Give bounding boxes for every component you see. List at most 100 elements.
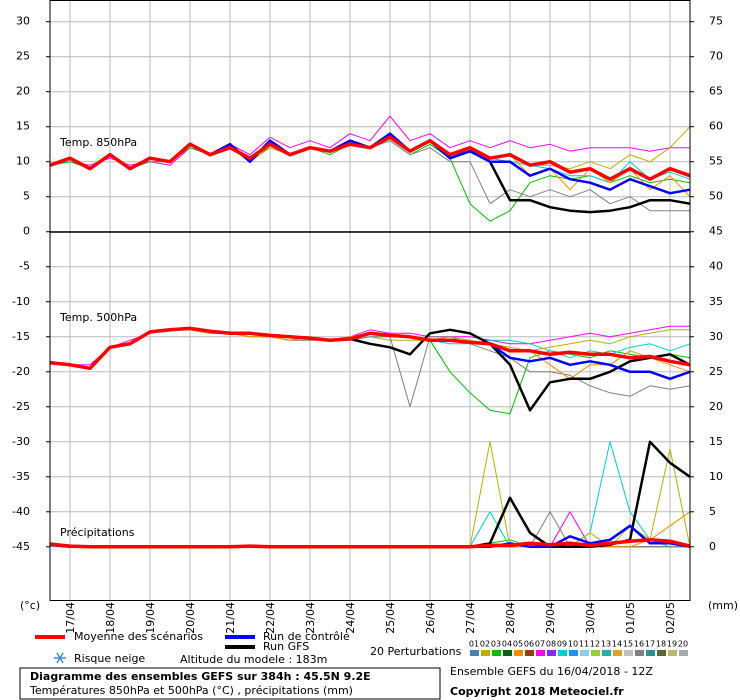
x-tick-label: 28/04 xyxy=(504,602,517,634)
member-label: 17 xyxy=(645,640,655,649)
y-tick-label: 20 xyxy=(16,85,30,98)
member-swatch xyxy=(481,650,490,656)
grid xyxy=(50,0,690,600)
y2-tick-label: 50 xyxy=(709,190,723,203)
y2-tick-label: 75 xyxy=(709,15,723,28)
y2-tick-label: 15 xyxy=(709,435,723,448)
y2-tick-label: 65 xyxy=(709,85,723,98)
panel-label: Précipitations xyxy=(60,526,135,539)
member-swatch xyxy=(558,650,567,656)
y2-tick-label: 60 xyxy=(709,120,723,133)
member-label: 06 xyxy=(524,640,534,649)
legend-label: Moyenne des scénarios xyxy=(74,630,203,643)
member-swatch xyxy=(503,650,512,656)
member-label: 08 xyxy=(546,640,556,649)
member-swatch xyxy=(514,650,523,656)
y-tick-label: 0 xyxy=(23,225,30,238)
member-swatch xyxy=(580,650,589,656)
member-swatch xyxy=(657,650,666,656)
y2-tick-label: 55 xyxy=(709,155,723,168)
x-tick-label: 02/05 xyxy=(664,602,677,634)
y2-tick-label: 70 xyxy=(709,50,723,63)
member-label: 14 xyxy=(612,640,622,649)
y2-tick-label: 40 xyxy=(709,260,723,273)
member-label: 09 xyxy=(557,640,567,649)
y-tick-label: 30 xyxy=(16,15,30,28)
x-tick-label: 21/04 xyxy=(224,602,237,634)
y-tick-label: -10 xyxy=(12,295,30,308)
y2-tick-label: 5 xyxy=(709,505,716,518)
y2-tick-label: 10 xyxy=(709,470,723,483)
y-tick-label: 15 xyxy=(16,120,30,133)
x-tick-label: 27/04 xyxy=(464,602,477,634)
y-tick-label: 5 xyxy=(23,190,30,203)
plot-frame xyxy=(49,0,691,601)
member-swatch xyxy=(635,650,644,656)
member-swatch xyxy=(525,650,534,656)
y-tick-label: -35 xyxy=(12,470,30,483)
y-tick-label: -45 xyxy=(12,540,30,553)
series-line xyxy=(49,140,690,212)
member-label: 01 xyxy=(469,640,479,649)
y-tick-label: 10 xyxy=(16,155,30,168)
x-tick-label: 18/04 xyxy=(104,602,117,634)
x-tick-label: 30/04 xyxy=(584,602,597,634)
member-label: 12 xyxy=(590,640,600,649)
member-swatch xyxy=(679,650,688,656)
y-tick-label: -25 xyxy=(12,400,30,413)
y2-tick-label: 30 xyxy=(709,330,723,343)
member-label: 07 xyxy=(535,640,545,649)
plot xyxy=(49,115,691,549)
member-swatch xyxy=(602,650,611,656)
y-tick-label: -15 xyxy=(12,330,30,343)
member-swatch xyxy=(470,650,479,656)
panel-label: Temp. 850hPa xyxy=(59,136,137,149)
y-tick-label: 25 xyxy=(16,50,30,63)
y-tick-label: -5 xyxy=(19,260,30,273)
run-label: Ensemble GEFS du 16/04/2018 - 12Z xyxy=(450,665,653,678)
y2-tick-label: 20 xyxy=(709,400,723,413)
member-label: 10 xyxy=(568,640,578,649)
member-label: 20 xyxy=(678,640,688,649)
series-line xyxy=(49,538,691,549)
x-tick-label: 22/04 xyxy=(264,602,277,634)
y2-tick-label: 35 xyxy=(709,295,723,308)
y-axis-unit: (°c) xyxy=(20,599,40,612)
member-swatch xyxy=(646,650,655,656)
series-line xyxy=(49,115,690,166)
member-label: 18 xyxy=(656,640,666,649)
member-swatch xyxy=(536,650,545,656)
x-tick-label: 20/04 xyxy=(184,602,197,634)
snow-label: Risque neige xyxy=(74,652,145,665)
member-label: 16 xyxy=(634,640,644,649)
x-tick-label: 01/05 xyxy=(624,602,637,634)
x-tick-label: 17/04 xyxy=(64,602,77,634)
series-line xyxy=(49,140,691,222)
panel-label: Temp. 500hPa xyxy=(59,311,137,324)
info-box xyxy=(19,667,441,700)
member-swatch xyxy=(547,650,556,656)
member-label: 15 xyxy=(623,640,633,649)
series-line xyxy=(49,326,691,371)
snow-icon xyxy=(54,652,66,664)
member-swatch xyxy=(613,650,622,656)
series-line xyxy=(49,441,690,548)
member-label: 13 xyxy=(601,640,611,649)
copyright: Copyright 2018 Meteociel.fr xyxy=(450,685,624,698)
legend-label: Run GFS xyxy=(263,640,309,653)
y-tick-label: -20 xyxy=(12,365,30,378)
altitude: Altitude du modele : 183m xyxy=(180,653,327,666)
x-tick-label: 26/04 xyxy=(424,602,437,634)
series-line xyxy=(49,132,691,214)
y2-tick-label: 0 xyxy=(709,540,716,553)
legend-label: Run de contrôle xyxy=(263,630,350,643)
x-tick-label: 24/04 xyxy=(344,602,357,634)
member-swatch xyxy=(668,650,677,656)
member-swatch xyxy=(492,650,501,656)
member-swatch xyxy=(569,650,578,656)
member-label: 03 xyxy=(491,640,501,649)
y-tick-label: -40 xyxy=(12,505,30,518)
series-line xyxy=(49,440,691,549)
y2-tick-label: 25 xyxy=(709,365,723,378)
